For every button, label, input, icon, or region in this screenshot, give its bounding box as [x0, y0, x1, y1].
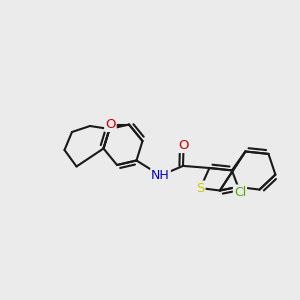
- Text: S: S: [196, 182, 205, 195]
- Text: NH: NH: [151, 169, 170, 182]
- Text: O: O: [105, 118, 116, 131]
- Text: O: O: [178, 139, 189, 152]
- Text: Cl: Cl: [234, 185, 246, 199]
